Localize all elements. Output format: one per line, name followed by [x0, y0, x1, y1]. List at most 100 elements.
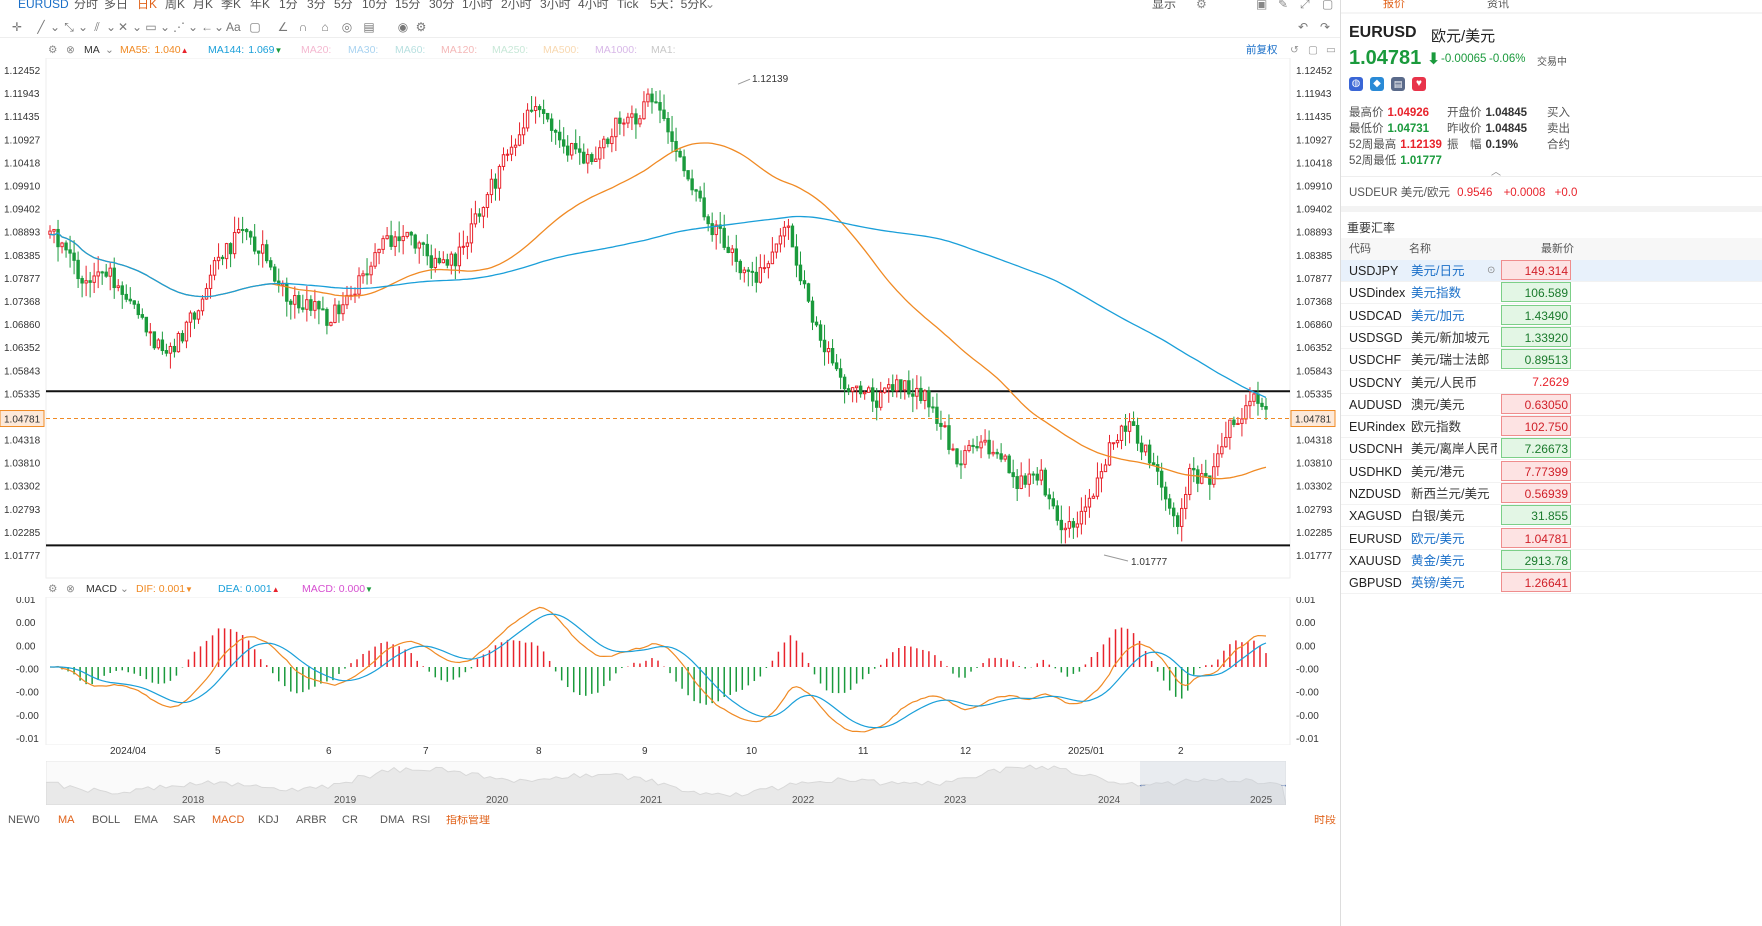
period-tab[interactable]: 30分	[429, 0, 455, 11]
note-tool-icon[interactable]: ▢	[249, 20, 261, 34]
rate-row[interactable]: NZDUSD 新西兰元/美元 0.56939	[1341, 483, 1762, 505]
undo-icon[interactable]: ↶	[1297, 20, 1309, 34]
period-tab[interactable]: 5分	[334, 0, 353, 11]
rate-row[interactable]: EURUSD 欧元/美元 1.04781	[1341, 527, 1762, 550]
rate-row[interactable]: USDSGD 美元/新加坡元 1.33920	[1341, 326, 1762, 349]
period-tab[interactable]: 3分	[307, 0, 326, 11]
rate-name[interactable]: 美元/加元	[1411, 308, 1465, 323]
ma-legend-item[interactable]: MA1000:	[595, 42, 637, 58]
ma-legend-item[interactable]: MA60:	[395, 42, 425, 58]
arrow-tool-icon[interactable]: ←	[201, 20, 213, 34]
indicator-tab[interactable]: KDJ	[258, 815, 279, 826]
navigator-selection[interactable]	[1140, 761, 1286, 805]
period-tab[interactable]: 月K	[193, 0, 214, 11]
rate-name[interactable]: 欧元指数	[1411, 420, 1462, 435]
navigator-right-handle-icon[interactable]: →	[1279, 779, 1286, 789]
rate-name[interactable]: 欧元/美元	[1411, 531, 1465, 546]
indicator-tab[interactable]: CR	[342, 815, 358, 826]
period-tab[interactable]: 4小时	[578, 0, 609, 11]
fullscreen-icon[interactable]: ⤢	[1300, 0, 1310, 11]
ma-legend-item[interactable]: MA120:	[441, 42, 477, 58]
rate-row[interactable]: USDCNY 美元/人民币 7.2629	[1341, 372, 1762, 394]
indicator-tab[interactable]: EMA	[134, 815, 158, 826]
rate-row[interactable]: USDCNH 美元/离岸人民币 7.26673	[1341, 438, 1762, 461]
related-quote[interactable]: USDEUR 美元/欧元 0.9546 +0.0008 +0.0	[1349, 184, 1577, 200]
eye-icon[interactable]: ◉	[397, 20, 409, 34]
range-navigator[interactable]: ← → 2018 2019 2020 2021 2022 2023 2024 2025	[46, 761, 1286, 805]
trash-icon[interactable]: ▤	[363, 20, 375, 34]
settings-icon[interactable]: ⚙	[415, 20, 427, 34]
cross-tool-icon[interactable]: ✕	[117, 20, 129, 34]
rate-row[interactable]: USDHKD 美元/港元 7.77399	[1341, 460, 1762, 483]
chevron-down-icon[interactable]: ⌄	[187, 20, 199, 34]
col-price[interactable]: 最新价	[1541, 243, 1574, 255]
ma-legend-item[interactable]: MA30:	[348, 42, 378, 58]
chevron-down-icon[interactable]: ⌄	[705, 0, 716, 11]
rate-row[interactable]: USDCHF 美元/瑞士法郎 0.89513	[1341, 349, 1762, 372]
rate-row[interactable]: XAUUSD 黄金/美元 2913.78	[1341, 549, 1762, 572]
period-tab[interactable]: 年K	[250, 0, 271, 11]
rate-name[interactable]: 黄金/美元	[1411, 553, 1465, 568]
indicator-tab[interactable]: MA	[58, 815, 75, 826]
period-tab[interactable]: 周K	[165, 0, 186, 11]
period-tab[interactable]: Tick	[617, 0, 639, 11]
minimize-icon[interactable]: ▭	[1326, 44, 1336, 56]
ray-tool-icon[interactable]: ⤡	[64, 20, 74, 34]
rate-name[interactable]: 美元/新加坡元	[1411, 330, 1490, 345]
col-code[interactable]: 代码	[1349, 243, 1371, 255]
period-tab[interactable]: 2小时	[501, 0, 532, 11]
channel-tool-icon[interactable]: ⋰	[173, 20, 185, 34]
ma-legend-item[interactable]: MA20:	[301, 42, 331, 58]
rate-name[interactable]: 英镑/美元	[1411, 576, 1465, 591]
favorite-heart-icon[interactable]: ♥	[1412, 77, 1426, 91]
redo-icon[interactable]: ↷	[1319, 20, 1331, 34]
period-tab[interactable]: 多日	[104, 0, 129, 11]
chevron-down-icon[interactable]: ⌄	[213, 20, 225, 34]
chevron-down-icon[interactable]: ⌄	[49, 20, 61, 34]
rate-name[interactable]: 澳元/美元	[1411, 397, 1465, 412]
chevron-down-icon[interactable]: ⌄	[105, 20, 117, 34]
maximize-icon[interactable]: ▢	[1308, 44, 1318, 56]
period-tab[interactable]: 日K	[137, 0, 158, 11]
chevron-down-icon[interactable]: ⌄	[105, 44, 114, 56]
period-tab[interactable]: 3小时	[540, 0, 571, 11]
period-tab[interactable]: 15分	[395, 0, 421, 11]
period-tab[interactable]: 10分	[362, 0, 388, 11]
text-tool-icon[interactable]: Aa	[226, 20, 241, 34]
rate-row[interactable]: XAGUSD 白银/美元 31.855	[1341, 505, 1762, 528]
settings-icon[interactable]: ⚙	[1196, 0, 1207, 11]
tag-icon[interactable]: ◆	[1370, 77, 1384, 91]
rectangle-tool-icon[interactable]: ▭	[145, 20, 157, 34]
ma-legend-item[interactable]: MA55: 1.040▲	[120, 42, 189, 59]
navigator-left-handle-icon[interactable]: ←	[1138, 779, 1147, 789]
adjust-mode-button[interactable]: 前复权	[1246, 44, 1278, 56]
restore-icon[interactable]: ↺	[1290, 44, 1299, 56]
indicator-tab[interactable]: DMA	[380, 815, 405, 826]
rate-name[interactable]: 美元指数	[1411, 286, 1462, 301]
ma-legend-item[interactable]: MA250:	[492, 42, 528, 58]
magnet-icon[interactable]: ∩	[298, 20, 308, 34]
period-menu[interactable]: 时段	[1314, 815, 1336, 826]
window-icon[interactable]: ▢	[1322, 0, 1334, 11]
indicator-tab[interactable]: MACD	[212, 815, 245, 826]
rate-name[interactable]: 美元/港元	[1411, 464, 1465, 479]
chevron-down-icon[interactable]: ⌄	[120, 583, 129, 595]
globe-icon[interactable]: ◍	[1349, 77, 1363, 91]
indicator-tab[interactable]: NEW0	[8, 815, 40, 826]
tab-news[interactable]: 资讯	[1487, 0, 1509, 10]
tab-quote[interactable]: 报价	[1383, 0, 1405, 10]
period-tab[interactable]: 5天：5分K	[650, 0, 708, 11]
period-tab[interactable]: 分时	[74, 0, 99, 11]
document-icon[interactable]: ▤	[1391, 77, 1405, 91]
period-tab[interactable]: 1分	[279, 0, 298, 11]
rate-row[interactable]: AUDUSD 澳元/美元 0.63050	[1341, 393, 1762, 416]
rate-name[interactable]: 美元/瑞士法郎	[1411, 353, 1490, 368]
line-tool-icon[interactable]: ╱	[37, 20, 45, 34]
period-tab[interactable]: 1小时	[462, 0, 493, 11]
display-menu[interactable]: 显示	[1152, 0, 1177, 11]
rate-name[interactable]: 美元/离岸人民币	[1411, 442, 1497, 457]
screenshot-icon[interactable]: ▣	[1256, 0, 1268, 11]
chevron-up-icon[interactable]: ︿	[1491, 167, 1501, 178]
settings-icon[interactable]: ⚙	[48, 583, 58, 595]
lock-icon[interactable]: ⌂	[321, 20, 329, 34]
